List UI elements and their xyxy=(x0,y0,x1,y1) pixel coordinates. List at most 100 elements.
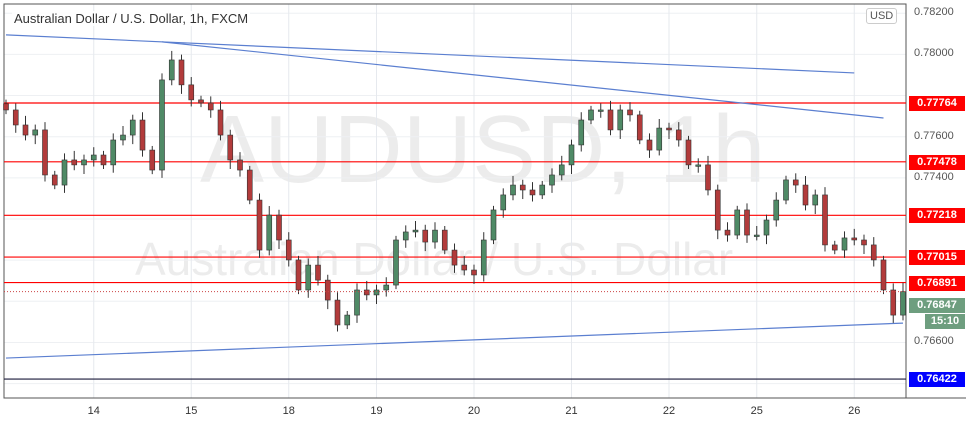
candle-body xyxy=(558,164,565,176)
candle-body xyxy=(266,214,273,251)
level-label: 0.77015 xyxy=(909,250,965,266)
candle-body xyxy=(763,219,770,236)
candle-body xyxy=(451,249,458,266)
candle-body xyxy=(61,159,68,186)
candle-body xyxy=(402,231,409,241)
candle-body xyxy=(812,194,819,206)
candle-body xyxy=(120,134,126,141)
candle-body xyxy=(207,102,214,111)
candle-body xyxy=(783,179,789,201)
candle-body xyxy=(792,179,799,186)
bar-countdown: 15:10 xyxy=(925,313,965,329)
candle-body xyxy=(861,239,867,246)
candle-body xyxy=(656,127,663,151)
candle-body xyxy=(617,109,624,131)
candle-body xyxy=(568,144,575,166)
candle-body xyxy=(100,154,107,166)
x-tick-label: 15 xyxy=(185,405,198,417)
candle-body xyxy=(744,209,750,236)
y-tick-label: 0.77400 xyxy=(914,170,954,183)
candle-body xyxy=(432,229,438,243)
candle-body xyxy=(753,234,760,237)
candle-body xyxy=(636,114,643,141)
y-tick-label: 0.78200 xyxy=(914,6,954,19)
chart-title: Australian Dollar / U.S. Dollar, 1h, FXC… xyxy=(12,11,251,26)
candle-body xyxy=(276,214,282,241)
x-tick-label: 20 xyxy=(467,405,481,417)
candle-body xyxy=(822,194,828,246)
candle-body xyxy=(666,127,672,131)
candle-body xyxy=(578,119,585,146)
x-tick-label: 26 xyxy=(848,405,861,417)
candle-body xyxy=(461,264,468,271)
level-label: 0.77478 xyxy=(909,154,965,170)
candle-body xyxy=(607,109,614,131)
candle-body xyxy=(714,189,721,231)
candle-body xyxy=(139,119,146,151)
candle-body xyxy=(900,291,906,316)
level-label: 0.77764 xyxy=(909,95,965,111)
candle-body xyxy=(188,84,195,101)
candle-body xyxy=(510,184,516,196)
candle-body xyxy=(22,124,29,136)
y-tick-label: 0.78000 xyxy=(914,47,954,60)
candle-body xyxy=(71,159,78,166)
candle-body xyxy=(324,279,331,301)
x-tick-label: 25 xyxy=(750,405,763,417)
candle-body xyxy=(363,289,370,296)
x-tick-label: 22 xyxy=(662,405,676,417)
candle-body xyxy=(441,229,448,251)
candle-body xyxy=(295,259,302,291)
level-label: 0.77218 xyxy=(909,208,965,224)
candle-body xyxy=(81,159,87,166)
trendline xyxy=(5,34,855,74)
candle-body xyxy=(149,149,156,171)
candle-body xyxy=(285,239,292,261)
candle-body xyxy=(529,189,536,196)
candle-body xyxy=(51,174,58,186)
candle-body xyxy=(685,139,692,166)
plot-frame xyxy=(3,3,907,399)
candle-body xyxy=(383,284,390,291)
candle-body xyxy=(422,229,429,243)
candle-body xyxy=(159,79,165,171)
x-tick-label: 21 xyxy=(565,405,578,417)
candle-body xyxy=(802,184,809,206)
candle-body xyxy=(695,164,702,167)
candle-body xyxy=(237,159,243,171)
candle-body xyxy=(549,174,555,186)
currency-button[interactable]: USD xyxy=(866,8,898,24)
level-label: 0.76422 xyxy=(909,372,965,388)
x-tick-label: 14 xyxy=(87,405,100,417)
candle-body xyxy=(42,129,48,176)
candle-body xyxy=(354,289,360,316)
candle-body xyxy=(500,194,507,211)
watermark-symbol: AUDUSD, 1h xyxy=(200,96,766,203)
candle-body xyxy=(198,99,204,104)
candle-body xyxy=(734,209,741,236)
candle-body xyxy=(256,199,263,251)
candle-body xyxy=(539,184,546,196)
x-tick-label: 18 xyxy=(282,405,295,417)
candle-body xyxy=(178,59,185,86)
y-tick-label: 0.76600 xyxy=(914,335,954,348)
candle-body xyxy=(890,289,897,316)
candle-body xyxy=(724,229,731,236)
trendline xyxy=(5,322,904,359)
candle-body xyxy=(471,269,477,276)
candle-body xyxy=(110,139,117,166)
candle-body xyxy=(90,154,97,161)
candle-body xyxy=(870,244,877,261)
level-label: 0.76891 xyxy=(909,275,965,291)
candle-body xyxy=(3,103,9,111)
candle-body xyxy=(217,109,224,136)
candle-body xyxy=(880,259,887,291)
candle-body xyxy=(773,199,780,221)
candle-body xyxy=(841,237,848,251)
candle-body xyxy=(646,139,653,151)
trendline xyxy=(161,41,884,119)
current-price-label: 0.76847 xyxy=(909,297,965,313)
candle-body xyxy=(32,129,39,136)
